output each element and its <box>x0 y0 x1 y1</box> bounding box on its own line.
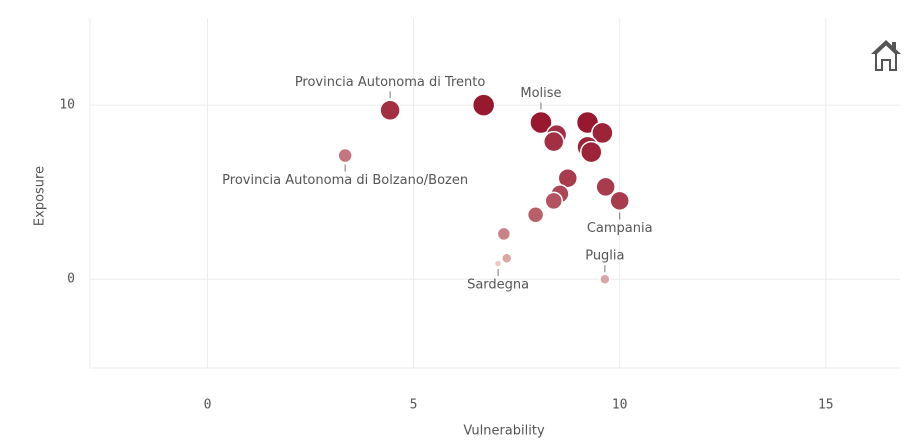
x-tick-label: 10 <box>612 398 628 413</box>
point-label: Molise <box>520 86 561 101</box>
y-axis-title: Exposure <box>33 166 48 226</box>
home-button[interactable] <box>871 40 901 71</box>
bubble <box>580 140 603 164</box>
bubble <box>526 206 545 224</box>
y-tick-label: 0 <box>67 272 75 287</box>
point-label: Puglia <box>585 249 624 264</box>
x-tick-label: 15 <box>818 398 834 413</box>
bubble <box>544 191 563 211</box>
bubble <box>557 167 579 189</box>
bubble <box>599 273 611 285</box>
bubble <box>337 147 353 164</box>
bubble <box>471 93 496 117</box>
bubble <box>379 99 401 122</box>
x-axis-title: Vulnerability <box>463 424 545 439</box>
bubble <box>529 110 553 135</box>
x-tick-label: 5 <box>410 398 418 413</box>
x-tick-label: 0 <box>204 398 212 413</box>
point-label: Provincia Autonoma di Bolzano/Bozen <box>222 173 468 188</box>
bubble <box>609 190 630 212</box>
bubble <box>493 259 503 268</box>
point-label: Provincia Autonoma di Trento <box>295 75 486 90</box>
bubble <box>542 130 565 153</box>
bubble <box>496 226 512 242</box>
point-label: Campania <box>587 221 653 236</box>
y-tick-label: 10 <box>59 98 75 113</box>
bubble <box>591 121 614 145</box>
bubble <box>595 176 616 198</box>
point-label: Sardegna <box>467 278 529 293</box>
bubble <box>500 252 513 265</box>
